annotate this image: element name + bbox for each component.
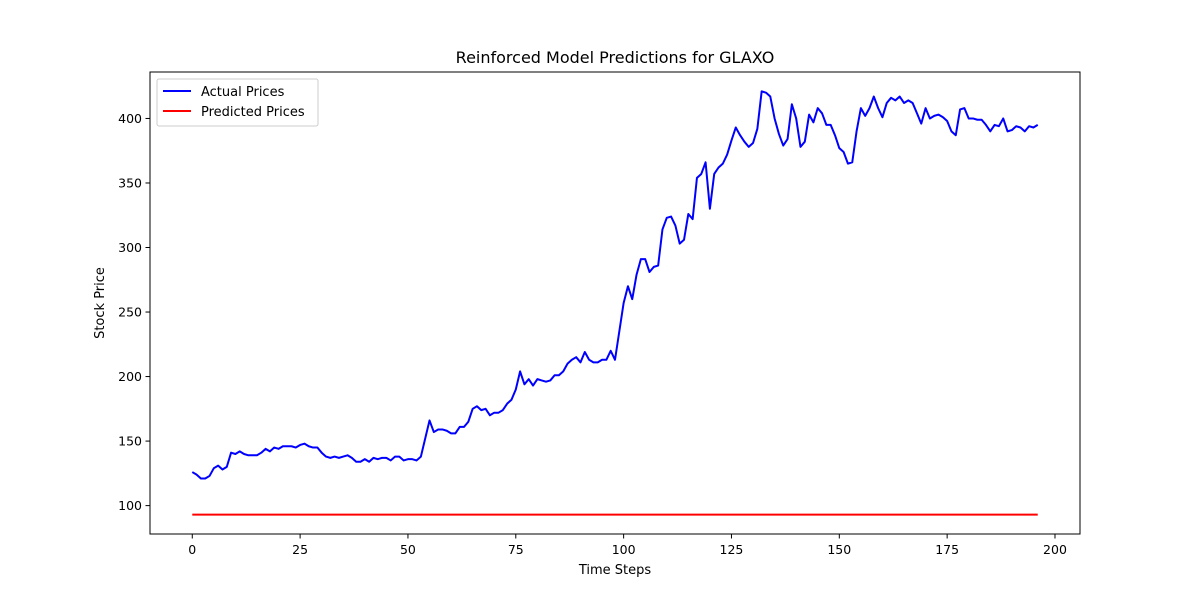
legend-box [156,78,319,127]
x-tick-label: 150 [827,542,851,557]
x-axis-label: Time Steps [578,563,652,578]
y-tick-label: 300 [118,240,142,255]
plot-area [191,90,1039,516]
x-tick-label: 0 [188,542,196,557]
y-axis-label: Stock Price [93,267,108,339]
x-tick-label: 100 [612,542,636,557]
x-tick-label: 125 [720,542,744,557]
y-axis: 100 150 200 250 300 350 400 [118,111,150,513]
y-tick-label: 350 [118,175,142,190]
x-tick-label: 200 [1043,542,1067,557]
y-tick-label: 250 [118,305,142,320]
y-tick-label: 400 [118,111,142,126]
chart-title: Reinforced Model Predictions for GLAXO [456,48,775,67]
x-tick-label: 50 [400,542,416,557]
y-tick-label: 200 [118,369,142,384]
plot-frame [149,71,1081,535]
legend: Actual Prices Predicted Prices [156,78,319,127]
x-axis: 0 25 50 75 100 125 150 175 200 [188,534,1067,557]
y-tick-label: 100 [118,498,142,513]
legend-label-actual: Actual Prices [201,85,285,100]
legend-label-predicted: Predicted Prices [201,105,305,120]
x-tick-label: 175 [935,542,959,557]
y-tick-label: 150 [118,434,142,449]
x-tick-label: 75 [508,542,524,557]
series-actual-prices-line [191,90,1039,480]
x-tick-label: 25 [292,542,308,557]
